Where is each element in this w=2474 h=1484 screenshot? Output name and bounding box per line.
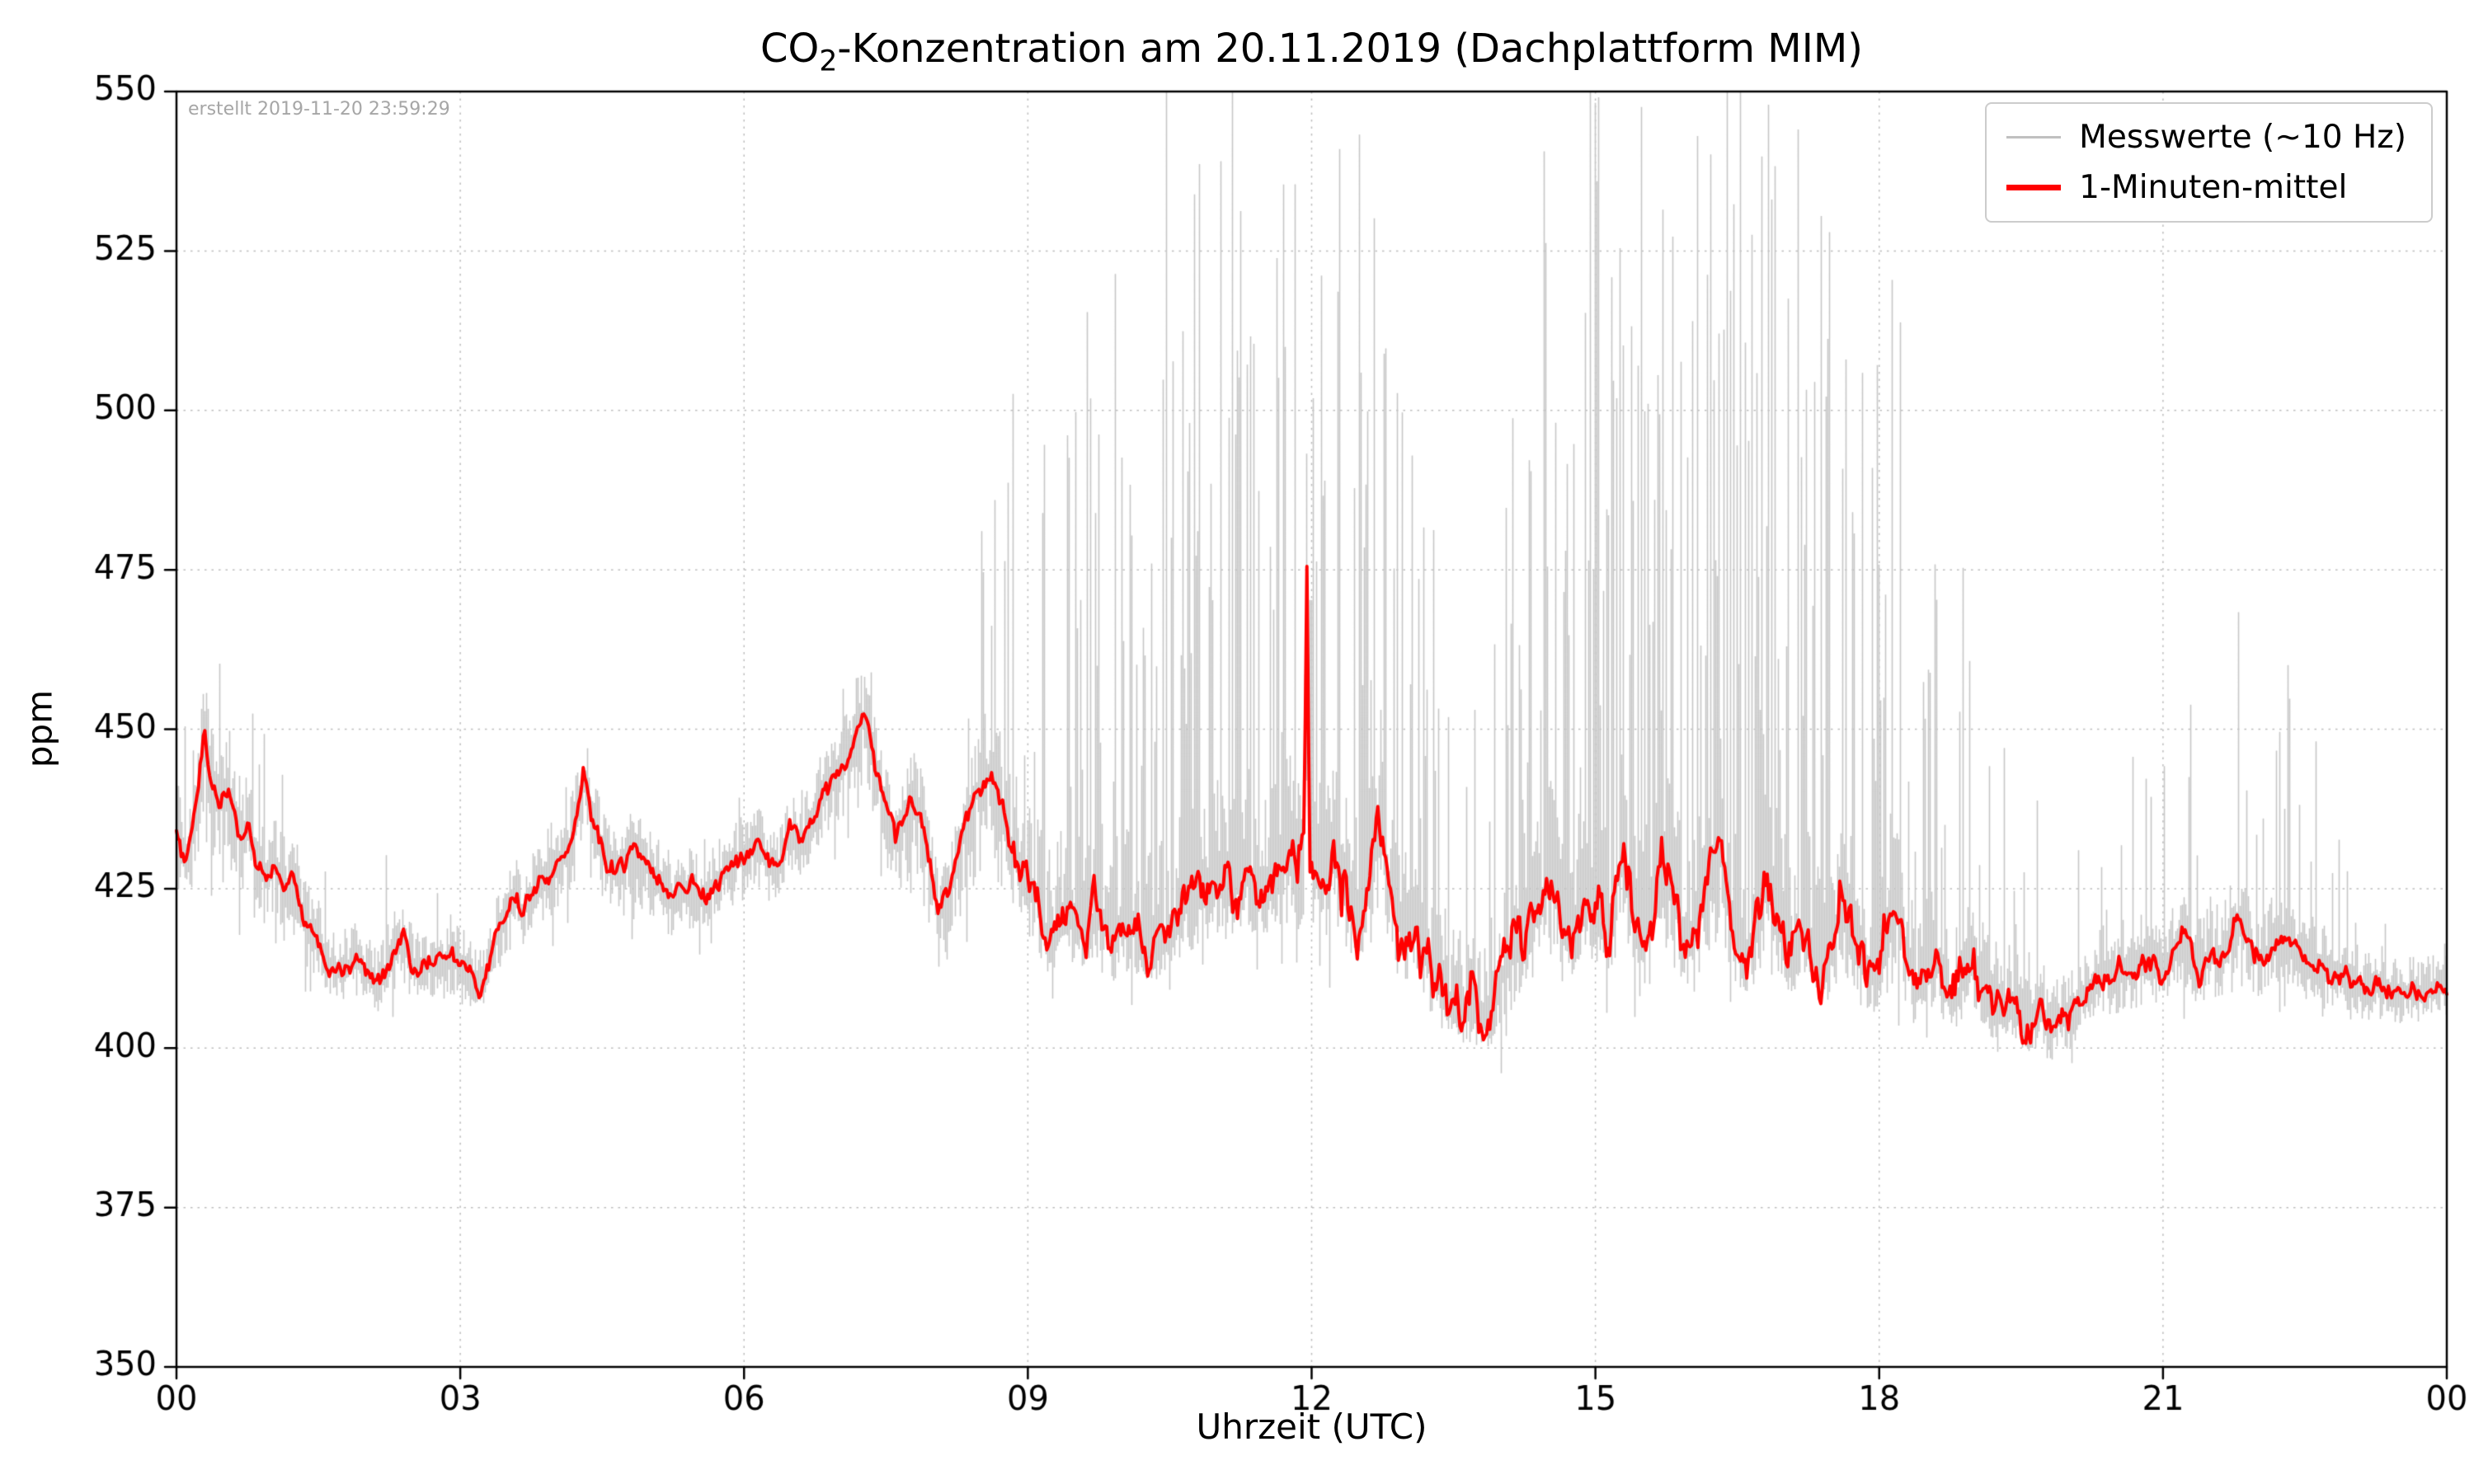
- legend-entry-raw: Messwerte (~10 Hz): [2006, 119, 2406, 156]
- y-axis-label: ppm: [19, 689, 60, 768]
- legend: Messwerte (~10 Hz) 1-Minuten-mittel: [1985, 102, 2433, 223]
- chart-title-suffix: -Konzentration am 20.11.2019 (Dachplattf…: [837, 26, 1863, 72]
- x-axis-label: Uhrzeit (UTC): [1196, 1407, 1427, 1447]
- chart-title-subscript: 2: [819, 45, 838, 78]
- raw-line-swatch: [2006, 136, 2062, 139]
- created-timestamp-annotation: erstellt 2019-11-20 23:59:29: [188, 99, 450, 120]
- mean-line-swatch: [2006, 185, 2062, 190]
- legend-label-raw: Messwerte (~10 Hz): [2079, 119, 2406, 156]
- legend-entry-mean: 1-Minuten-mittel: [2006, 169, 2406, 206]
- chart-title-prefix: CO: [760, 26, 820, 72]
- chart-title: CO2-Konzentration am 20.11.2019 (Dachpla…: [176, 25, 2447, 86]
- legend-label-mean: 1-Minuten-mittel: [2079, 169, 2348, 206]
